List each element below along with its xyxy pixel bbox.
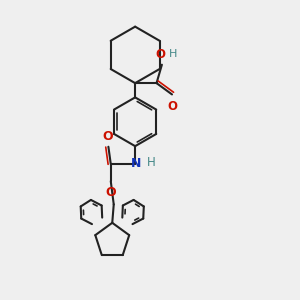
Text: O: O [106,186,116,199]
Text: H: H [168,49,177,59]
Text: O: O [168,100,178,113]
Text: N: N [131,158,141,170]
Text: H: H [146,156,155,169]
Text: O: O [156,47,166,61]
Text: O: O [102,130,112,142]
